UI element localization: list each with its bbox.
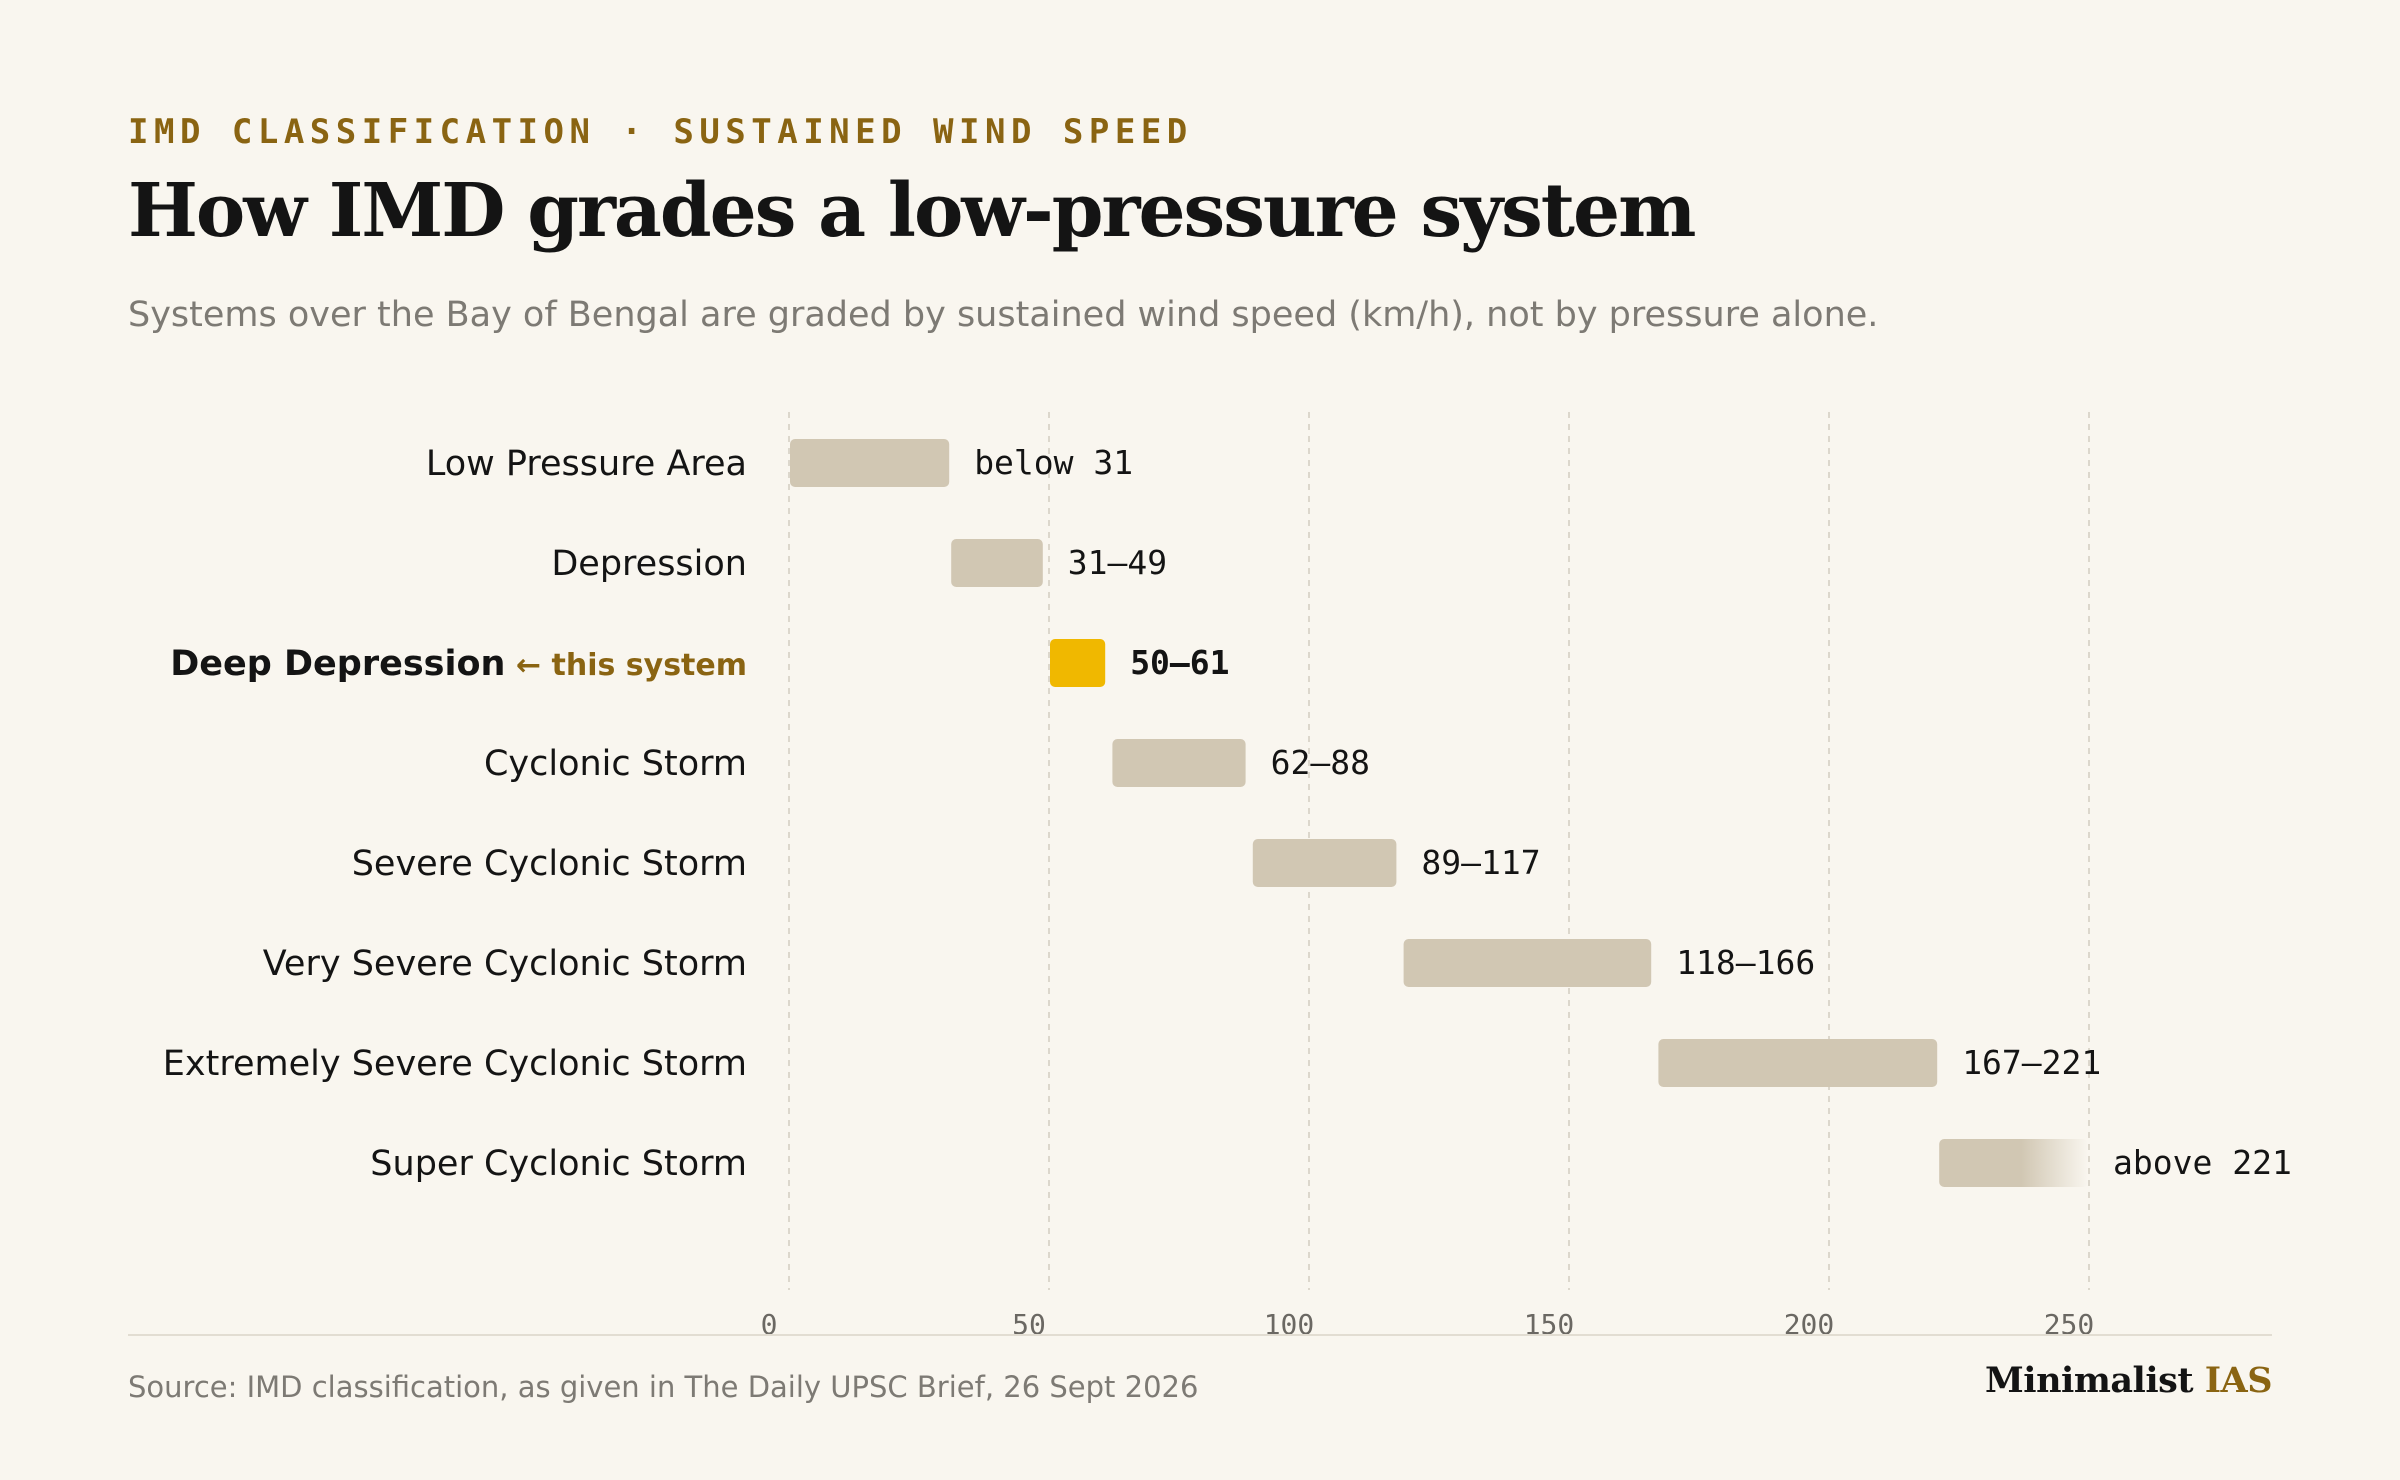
x-tick-label: 0: [761, 1308, 778, 1341]
footer-divider: [128, 1334, 2272, 1336]
x-tick-label: 50: [1012, 1308, 1046, 1341]
range-bar: [1658, 1039, 1938, 1087]
category-label-text: Deep Depression: [170, 644, 505, 684]
range-bar: [1939, 1139, 2088, 1187]
eyebrow-label: IMD CLASSIFICATION · SUSTAINED WIND SPEE…: [128, 112, 1193, 152]
range-value-label: below 31: [974, 443, 1133, 482]
category-label: Extremely Severe Cyclonic Storm: [163, 1044, 747, 1084]
range-value-label: 167–221: [1962, 1043, 2101, 1082]
category-label: Super Cyclonic Storm: [370, 1144, 747, 1184]
brand-name: Minimalist: [1985, 1360, 2193, 1401]
source-note: Source: IMD classification, as given in …: [128, 1370, 1199, 1404]
range-value-label: 62–88: [1271, 743, 1370, 782]
category-label: Severe Cyclonic Storm: [352, 844, 747, 884]
category-label: Deep Depression ← this system: [170, 644, 747, 684]
category-label: Low Pressure Area: [426, 444, 747, 484]
range-value-label: above 221: [2113, 1143, 2292, 1182]
range-bar: [1403, 939, 1652, 987]
range-value-label: 89–117: [1421, 843, 1540, 882]
x-tick-label: 100: [1264, 1308, 1315, 1341]
brand-accent: IAS: [2204, 1360, 2273, 1401]
range-bar: [951, 539, 1043, 587]
chart-title: How IMD grades a low-pressure system: [128, 168, 1696, 254]
brand-logo: Minimalist IAS: [1985, 1360, 2272, 1401]
category-label: Very Severe Cyclonic Storm: [263, 944, 747, 984]
category-label: Depression: [551, 544, 747, 584]
range-value-label: 118–166: [1676, 943, 1815, 982]
category-label: Cyclonic Storm: [484, 744, 747, 784]
this-system-annotation: ← this system: [505, 648, 747, 683]
range-bar: [790, 439, 950, 487]
x-tick-label: 150: [1524, 1308, 1575, 1341]
chart-subtitle: Systems over the Bay of Bengal are grade…: [128, 295, 1879, 335]
range-bar: [1252, 839, 1397, 887]
range-bar: [1112, 739, 1246, 787]
x-tick-label: 250: [2044, 1308, 2095, 1341]
range-bar: [1050, 639, 1106, 687]
x-tick-label: 200: [1784, 1308, 1835, 1341]
range-value-label: 31–49: [1068, 543, 1167, 582]
range-value-label: 50–61: [1130, 643, 1229, 682]
